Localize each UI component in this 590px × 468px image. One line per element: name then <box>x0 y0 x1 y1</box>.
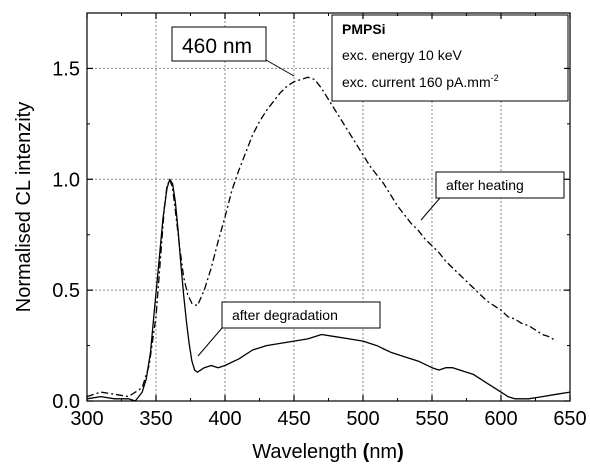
y-tick-label-0: 0.0 <box>52 391 80 413</box>
info-box-current: exc. current 160 pA.mm-2 <box>342 73 499 90</box>
info-box-title: PMPSi <box>342 21 386 37</box>
x-tick-label-600: 600 <box>484 408 517 430</box>
annotation-460nm-box <box>171 26 267 62</box>
annotations: 460 nm after heating after degradation <box>171 26 565 357</box>
annotation-degradation-leader <box>197 327 223 357</box>
y-tick-label-1.5: 1.5 <box>52 58 80 80</box>
x-axis-title: Wavelength (nm) <box>252 441 404 463</box>
info-box: PMPSi exc. energy 10 keV exc. current 16… <box>331 14 569 102</box>
info-box-current-text: exc. current 160 pA.mm <box>342 74 491 90</box>
x-tick-label-350: 350 <box>139 408 172 430</box>
annotation-degradation-label: after degradation <box>232 307 338 323</box>
series-line-after-heating <box>86 76 557 398</box>
info-box-frame <box>331 14 569 102</box>
x-axis-title-open-paren: ( <box>357 441 370 463</box>
x-axis-title-main: Wavelength <box>252 441 357 463</box>
tick-labels: 300 350 400 450 500 550 600 650 0.0 0.5 1.0 1.5 <box>52 58 587 430</box>
x-axis-title-unit: nm <box>369 441 397 463</box>
info-box-current-exponent: -2 <box>491 73 499 83</box>
series-group <box>86 76 571 402</box>
axis-ticks <box>86 13 571 402</box>
x-tick-label-300: 300 <box>70 408 103 430</box>
annotation-460nm-label: 460 nm <box>182 35 252 58</box>
series-line-after-degradation <box>86 178 571 402</box>
x-tick-label-500: 500 <box>346 408 379 430</box>
y-axis-title: Normalised CL intenzity <box>13 102 35 312</box>
annotation-460nm-leader <box>265 59 295 77</box>
annotation-heating-box <box>435 171 565 199</box>
y-tick-label-1: 1.0 <box>52 169 80 191</box>
x-tick-label-450: 450 <box>277 408 310 430</box>
x-axis-title-close-paren: ) <box>397 441 404 463</box>
x-tick-label-550: 550 <box>415 408 448 430</box>
annotation-heating-label: after heating <box>446 177 524 193</box>
y-tick-label-0.5: 0.5 <box>52 280 80 302</box>
x-tick-label-400: 400 <box>208 408 241 430</box>
x-tick-label-650: 650 <box>553 408 586 430</box>
info-box-energy: exc. energy 10 keV <box>342 47 463 63</box>
annotation-degradation-box <box>221 301 381 329</box>
annotation-heating-leader <box>420 197 441 221</box>
